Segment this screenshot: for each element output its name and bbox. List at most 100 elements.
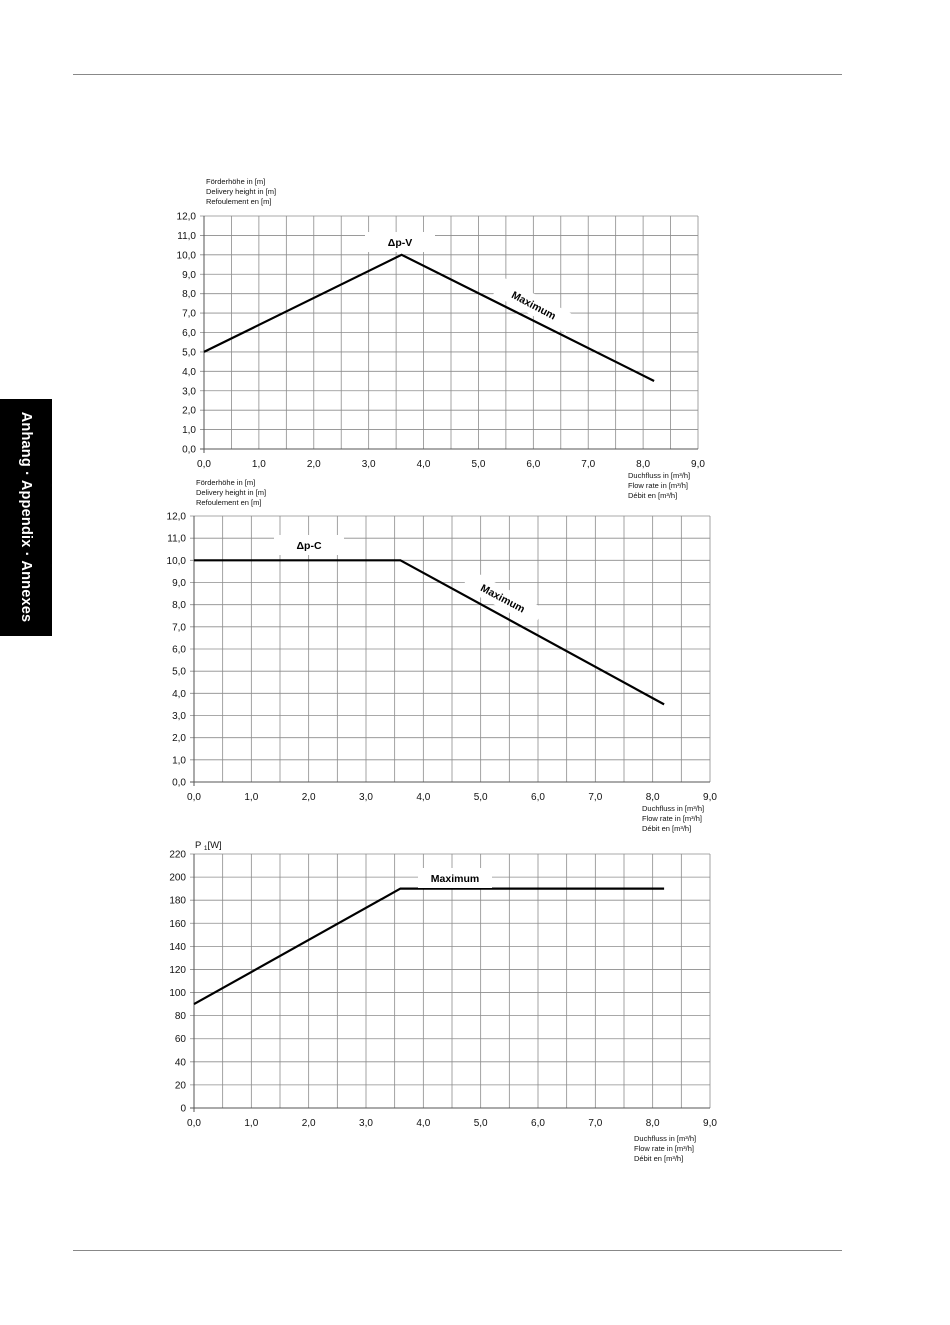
y-tick-label: 7,0 — [182, 309, 196, 320]
x-axis-label: Débit en [m³/h] — [634, 1154, 683, 1163]
y-tick-label: 4,0 — [172, 689, 186, 700]
y-tick-label: 40 — [175, 1057, 187, 1068]
chart-2: 0,0 1,0 2,0 3,0 4,0 5,0 6,0 7,0 8,0 9,0 10,0 11,0 12… — [167, 478, 718, 833]
y-tick-label: 140 — [169, 942, 186, 953]
y-tick-label: 0,0 — [182, 445, 196, 456]
x-axis-label: Flow rate in [m³/h] — [642, 814, 702, 823]
x-tick-label: 9,0 — [703, 1118, 717, 1129]
annotation-label-bg — [274, 535, 344, 555]
y-tick-label: 20 — [175, 1080, 187, 1091]
bottom-rule — [73, 1250, 842, 1251]
x-tick-label: 3,0 — [359, 792, 373, 803]
x-tick-label: 7,0 — [588, 1118, 602, 1129]
y-axis-label-part: P — [195, 840, 204, 851]
y-tick-label: 12,0 — [177, 212, 197, 223]
x-tick-label: 0,0 — [197, 459, 211, 470]
x-tick-label: 2,0 — [302, 792, 316, 803]
y-tick-label: 220 — [169, 850, 186, 861]
x-tick-label: 5,0 — [474, 792, 488, 803]
chart-1: 0,0 1,0 2,0 3,0 4,0 5,0 6,0 7,0 8,0 9,0 10,0 11,0 12… — [177, 177, 706, 500]
y-tick-label: 60 — [175, 1034, 187, 1045]
y-tick-label: 180 — [169, 896, 186, 907]
x-tick-label: 1,0 — [252, 459, 266, 470]
x-tick-label: 7,0 — [581, 459, 595, 470]
x-axis-label: Duchfluss in [m³/h] — [642, 804, 704, 813]
x-tick-label: 5,0 — [474, 1118, 488, 1129]
series-line-maximum — [193, 887, 665, 1006]
x-tick-label: 8,0 — [636, 459, 650, 470]
y-tick-label: 3,0 — [172, 711, 186, 722]
annotation-label-group: Maximum — [493, 276, 575, 334]
x-tick-label: 6,0 — [531, 1118, 545, 1129]
annotation-label: Δp-C — [296, 540, 321, 552]
x-tick-label: 0,0 — [187, 1118, 201, 1129]
series-line-maximum — [203, 253, 655, 382]
annotation-label-group: Δp-C — [274, 535, 344, 555]
chart-3: 0 20 40 60 80 100 120 140 160 180 200 220 0,0 1,0 2,0 3… — [169, 840, 717, 1163]
x-tick-label: 6,0 — [526, 459, 540, 470]
annotation-label-bg — [493, 276, 575, 334]
x-axis-label: Flow rate in [m³/h] — [634, 1144, 694, 1153]
x-tick-label: 4,0 — [416, 792, 430, 803]
y-tick-label: 10,0 — [177, 250, 197, 261]
y-tick-label: 6,0 — [172, 645, 186, 656]
y-tick-label: 4,0 — [182, 367, 196, 378]
y-tick-label: 0,0 — [172, 778, 186, 789]
x-tick-label: 6,0 — [531, 792, 545, 803]
y-tick-label: 8,0 — [172, 600, 186, 611]
annotation-label-group: Δp-V — [365, 232, 435, 252]
annotation-label-bg — [418, 868, 492, 888]
y-tick-label: 80 — [175, 1011, 187, 1022]
y-tick-label: 5,0 — [182, 347, 196, 358]
annotation-label: Maximum — [431, 873, 479, 885]
y-tick-label: 7,0 — [172, 622, 186, 633]
x-axis-label: Duchfluss in [m³/h] — [628, 471, 690, 480]
y-tick-label: 1,0 — [172, 755, 186, 766]
x-tick-label: 2,0 — [307, 459, 321, 470]
y-axis-label: Förderhöhe in [m] — [196, 478, 255, 487]
y-axis-label-part: [W] — [207, 840, 221, 851]
x-axis-label: Flow rate in [m³/h] — [628, 481, 688, 490]
annotation-label-bg — [365, 232, 435, 252]
y-axis-label: Refoulement en [m] — [196, 498, 261, 507]
x-tick-label: 1,0 — [244, 792, 258, 803]
y-axis-label: Delivery height in [m] — [196, 488, 266, 497]
y-tick-label: 9,0 — [182, 270, 196, 281]
y-axis-label: Delivery height in [m] — [206, 187, 276, 196]
y-tick-label: 8,0 — [182, 289, 196, 300]
x-tick-label: 9,0 — [703, 792, 717, 803]
y-tick-label: 200 — [169, 873, 186, 884]
y-axis-label: Refoulement en [m] — [206, 197, 271, 206]
y-tick-label: 11,0 — [167, 534, 186, 545]
x-tick-label: 9,0 — [691, 459, 705, 470]
y-tick-label: 0 — [180, 1104, 186, 1115]
x-tick-label: 4,0 — [417, 459, 431, 470]
x-tick-label: 8,0 — [646, 1118, 660, 1129]
x-tick-label: 2,0 — [302, 1118, 316, 1129]
y-tick-label: 120 — [169, 965, 186, 976]
y-tick-label: 160 — [169, 919, 186, 930]
top-rule — [73, 74, 842, 75]
y-axis-label: P 1[W] — [195, 840, 222, 852]
x-tick-label: 3,0 — [362, 459, 376, 470]
x-tick-label: 4,0 — [416, 1118, 430, 1129]
x-tick-label: 3,0 — [359, 1118, 373, 1129]
x-tick-label: 5,0 — [471, 459, 485, 470]
x-tick-label: 1,0 — [244, 1118, 258, 1129]
y-tick-label: 11,0 — [177, 231, 196, 242]
annotation-label-group: Maximum — [462, 569, 544, 627]
y-tick-label: 5,0 — [172, 667, 186, 678]
section-side-tab: Anhang · Appendix · Annexes — [0, 399, 52, 636]
y-axis-label: Förderhöhe in [m] — [206, 177, 265, 186]
y-tick-label: 2,0 — [172, 733, 186, 744]
x-tick-label: 0,0 — [187, 792, 201, 803]
y-tick-label: 9,0 — [172, 578, 186, 589]
x-tick-label: 7,0 — [588, 792, 602, 803]
y-tick-label: 1,0 — [182, 425, 196, 436]
x-axis-label: Débit en [m³/h] — [628, 491, 677, 500]
x-axis-label: Duchfluss in [m³/h] — [634, 1134, 696, 1143]
y-tick-label: 100 — [169, 988, 186, 999]
annotation-label: Δp-V — [388, 237, 412, 249]
annotation-label-bg — [462, 569, 544, 627]
